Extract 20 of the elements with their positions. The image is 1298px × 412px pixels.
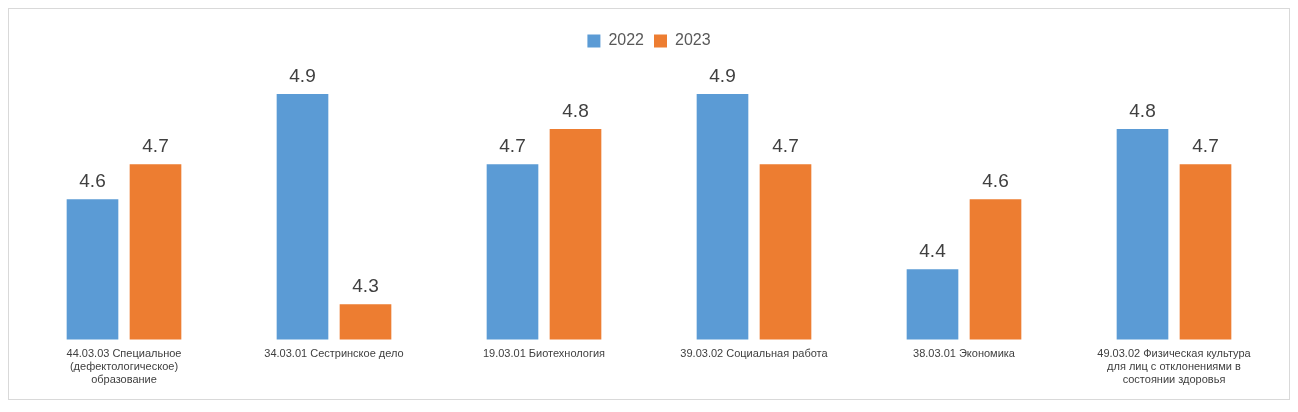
data-label: 4.9 [709,64,736,86]
data-label: 4.6 [982,169,1009,191]
data-label: 4.6 [79,169,106,191]
data-label: 4.7 [499,134,526,156]
data-label: 4.8 [562,99,589,121]
legend-label: 2022 [608,31,645,49]
legend-label: 2023 [675,31,711,49]
data-label: 4.4 [919,240,947,262]
x-tick-label: 34.03.01 Сестринское дело [264,347,404,360]
x-tick-label: 38.03.01 Экономика [913,347,1016,360]
x-tick-label: 39.03.02 Социальная работа [680,347,829,360]
data-label: 4.7 [772,134,799,156]
x-tick-label: 49.03.02 Физическая культура для лиц с отклонениями в состоянии здоровья [1097,347,1252,386]
data-label: 4.3 [352,275,379,297]
data-label: 4.8 [1129,99,1156,121]
x-tick-label: 44.03.03 Специальное (дефектологическое) образование [66,347,182,386]
data-label: 4.9 [289,64,316,86]
x-tick-label: 19.03.01 Биотехнология [482,347,606,360]
data-label: 4.7 [1192,134,1219,156]
data-label: 4.7 [142,134,169,156]
